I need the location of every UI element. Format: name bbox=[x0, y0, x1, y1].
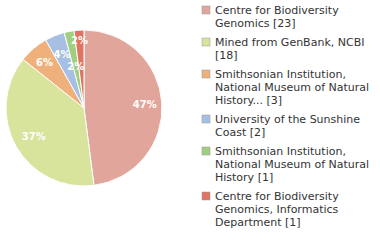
legend-swatch bbox=[202, 38, 210, 46]
legend-line: Genomics, Informatics bbox=[215, 203, 339, 216]
legend-line: Centre for Biodiversity bbox=[215, 4, 339, 17]
chart: 47%37%6%4%2%2%Centre for BiodiversityGen… bbox=[0, 0, 380, 240]
legend-swatch bbox=[202, 70, 210, 78]
legend-line: Centre for Biodiversity bbox=[215, 190, 339, 203]
legend-line: History [1] bbox=[215, 171, 273, 184]
pie bbox=[6, 30, 162, 186]
data-label: 2% bbox=[71, 35, 88, 46]
legend-line: National Museum of Natural bbox=[215, 81, 369, 94]
legend: Centre for BiodiversityGenomics [23]Mine… bbox=[202, 4, 369, 229]
data-labels: 47% 37% 6%4%2% 2% bbox=[22, 35, 157, 143]
legend-label: University of the SunshineCoast [2] bbox=[215, 113, 360, 139]
data-label: 6% bbox=[36, 57, 53, 68]
pie-slice bbox=[84, 30, 162, 185]
legend-line: Smithsonian Institution, bbox=[215, 68, 346, 81]
legend-label: Centre for BiodiversityGenomics, Informa… bbox=[215, 190, 339, 229]
legend-line: History... [3] bbox=[215, 94, 282, 107]
legend-line: Genomics [23] bbox=[215, 17, 296, 30]
data-label: 47% bbox=[133, 99, 157, 110]
legend-swatch bbox=[202, 192, 210, 200]
legend-swatch bbox=[202, 115, 210, 123]
legend-line: Mined from GenBank, NCBI bbox=[215, 36, 364, 49]
data-label: 4% bbox=[54, 49, 71, 60]
legend-line: Coast [2] bbox=[215, 126, 265, 139]
legend-label: Smithsonian Institution,National Museum … bbox=[215, 68, 369, 107]
legend-line: National Museum of Natural bbox=[215, 158, 369, 171]
legend-swatch bbox=[202, 147, 210, 155]
data-label: 2% bbox=[67, 61, 84, 72]
legend-line: Department [1] bbox=[215, 216, 301, 229]
data-label: 37% bbox=[22, 131, 46, 142]
legend-label: Mined from GenBank, NCBI[18] bbox=[215, 36, 364, 62]
legend-label: Smithsonian Institution,National Museum … bbox=[215, 145, 369, 184]
legend-line: [18] bbox=[215, 49, 238, 62]
legend-line: University of the Sunshine bbox=[215, 113, 360, 126]
legend-label: Centre for BiodiversityGenomics [23] bbox=[215, 4, 339, 30]
legend-swatch bbox=[202, 6, 210, 14]
legend-line: Smithsonian Institution, bbox=[215, 145, 346, 158]
